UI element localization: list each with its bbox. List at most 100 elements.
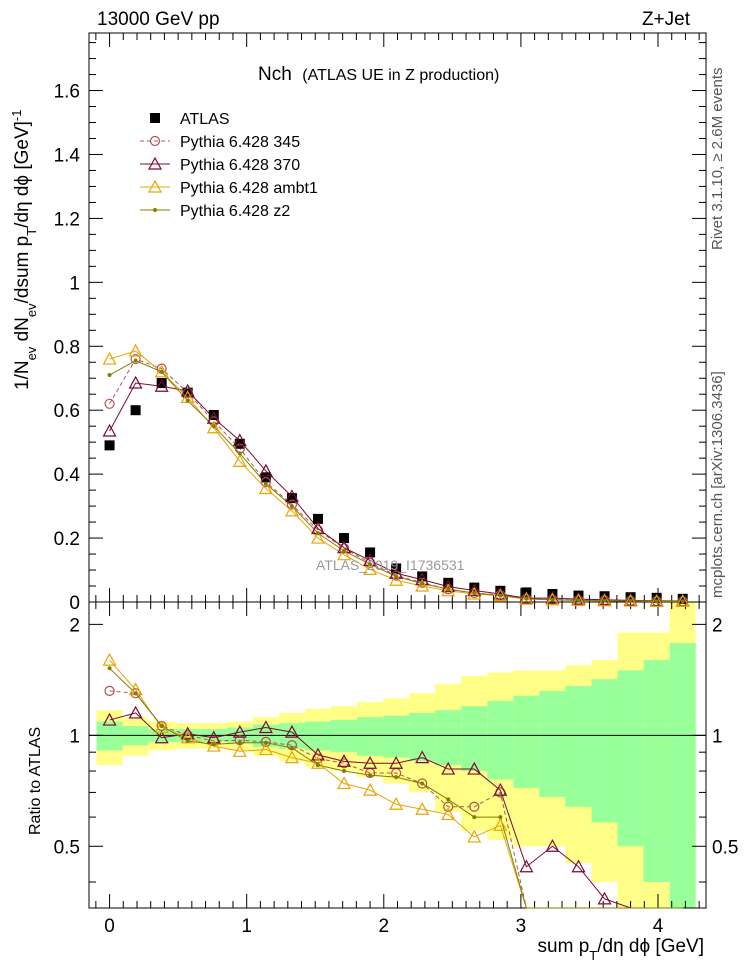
- data-point-4: [342, 548, 347, 553]
- data-point-4: [680, 599, 685, 604]
- ratio-point-0: [104, 685, 115, 696]
- data-point-4: [315, 531, 320, 536]
- data-point-4: [237, 451, 242, 456]
- band-green: [643, 660, 670, 882]
- x-axis-label: sum pT/dη dϕ [GeV]: [538, 936, 704, 963]
- data-point-3: [258, 481, 273, 495]
- analysis-watermark: ATLAS_2019_I1736531: [316, 557, 465, 573]
- legend-label: Pythia 6.428 ambt1: [180, 180, 318, 197]
- legend-marker: [150, 113, 160, 123]
- data-point-2: [258, 463, 273, 477]
- data-point-1: [104, 398, 115, 409]
- data-point-2: [102, 423, 117, 437]
- ratio-point-2: [415, 802, 430, 815]
- data-point-4: [368, 562, 373, 567]
- data-point-0: [312, 513, 323, 524]
- legend-marker: [149, 135, 161, 147]
- data-point-3: [597, 593, 612, 607]
- data-point-2: [232, 433, 247, 447]
- ratio-point-3: [498, 815, 503, 820]
- axes: [88, 32, 707, 909]
- legend-marker: [147, 179, 163, 193]
- ratio-point-1: [571, 859, 586, 873]
- ratio-point-2: [206, 738, 221, 752]
- ratio-point-2: [258, 742, 273, 756]
- data-point-3: [571, 593, 586, 607]
- legend-label: Pythia 6.428 345: [180, 134, 300, 151]
- ratio-point-2: [310, 755, 325, 769]
- ratio-point-3: [185, 739, 190, 744]
- band-green: [513, 695, 540, 788]
- data-point-4: [498, 593, 503, 598]
- data-point-3: [154, 364, 169, 378]
- y-tick-label: 0: [69, 593, 80, 614]
- band-green: [565, 686, 592, 807]
- data-point-2: [545, 590, 560, 604]
- y-tick-label: 0.8: [54, 337, 80, 358]
- ratio-point-0: [443, 801, 454, 812]
- data-point-2: [154, 378, 169, 392]
- data-point-0: [417, 571, 428, 582]
- ratio-point-3: [394, 775, 399, 780]
- ratio-point-2: [467, 829, 482, 843]
- ratio-point-3: [289, 745, 294, 750]
- ratio-tick-label-right: 2: [712, 615, 723, 636]
- y-tick-label: 1.2: [54, 209, 80, 230]
- band-green: [331, 720, 358, 753]
- data-point-4: [602, 598, 607, 603]
- ratio-point-2: [363, 782, 378, 796]
- ratio-line-1: [109, 712, 683, 909]
- ratio-point-1: [232, 724, 247, 738]
- band-green: [487, 700, 514, 780]
- data-point-4: [185, 398, 190, 403]
- ratio-point-2: [232, 744, 247, 757]
- ratio-point-3: [159, 723, 164, 728]
- data-point-4: [446, 587, 451, 592]
- ratio-point-1: [415, 750, 430, 764]
- ratio-point-1: [519, 859, 534, 873]
- band-green: [304, 721, 332, 751]
- data-point-0: [339, 533, 350, 544]
- data-point-2: [467, 583, 482, 597]
- data-point-0: [208, 409, 219, 420]
- data-point-4: [550, 597, 555, 602]
- band-green: [383, 715, 410, 758]
- data-point-1: [130, 353, 141, 365]
- data-point-0: [286, 493, 297, 504]
- ratio-point-1: [597, 891, 612, 905]
- ratio-point-1: [467, 761, 482, 775]
- ratio-point-2: [337, 776, 352, 790]
- ratio-tick-label: 1: [69, 726, 80, 747]
- y-axis-label-main: 1/Nev dNev/dsum pT/dη dϕ [GeV]-1: [9, 110, 39, 391]
- data-point-0: [130, 405, 141, 416]
- data-point-2: [206, 410, 221, 424]
- ratio-point-1: [284, 724, 299, 738]
- data-point-4: [133, 358, 138, 363]
- legend-label: ATLAS: [180, 111, 230, 128]
- x-tick-label: 0: [104, 916, 115, 937]
- plot-title-group: Nch (ATLAS UE in Z production): [258, 64, 499, 85]
- data-point-0: [104, 440, 115, 451]
- ratio-point-1: [154, 730, 169, 744]
- legend-label: Pythia 6.428 370: [180, 157, 300, 174]
- ratio-point-3: [420, 781, 425, 786]
- band-green: [591, 679, 618, 823]
- data-point-3: [128, 343, 143, 357]
- legend-marker: [153, 208, 157, 212]
- data-point-3: [310, 530, 325, 544]
- ratio-point-0: [260, 736, 271, 747]
- x-tick-label: 3: [516, 916, 527, 937]
- ratio-point-3: [472, 815, 477, 820]
- ratio-point-1: [180, 726, 195, 740]
- ratio-point-1: [337, 754, 352, 767]
- ratio-point-1: [493, 782, 508, 796]
- ratio-tick-label: 2: [69, 615, 80, 636]
- legend-label: Pythia 6.428 z2: [180, 203, 290, 220]
- data-point-1: [260, 477, 271, 488]
- ratio-point-2: [102, 652, 117, 666]
- ratio-point-0: [130, 688, 141, 699]
- data-marks: [102, 343, 690, 905]
- data-point-2: [128, 375, 143, 389]
- data-point-3: [441, 583, 456, 597]
- y-tick-label: 0.4: [54, 465, 81, 486]
